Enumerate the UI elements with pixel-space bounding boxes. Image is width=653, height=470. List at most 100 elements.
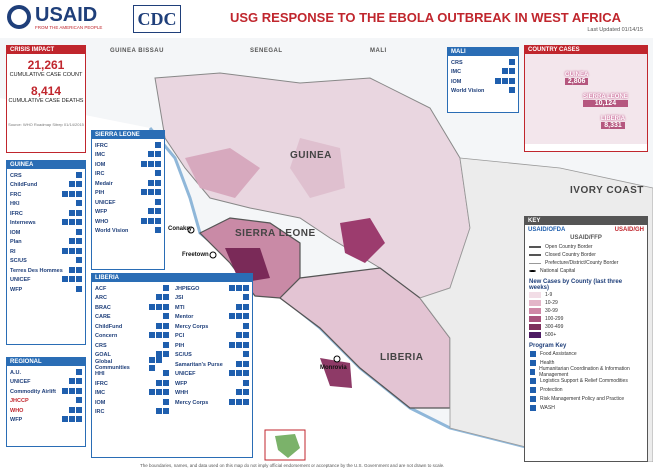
partner-name: Mercy Corps — [175, 399, 209, 406]
partner-list: A.U. UNICEF Commodity Airlift JHCCP WHO WFP — [7, 366, 85, 427]
program-icon — [236, 389, 242, 396]
panel-title: COUNTRY CASES — [525, 46, 647, 54]
partner-panel: SIERRA LEONE IFRC IMC IOM IRC Medair PIH UNICEF… — [91, 130, 165, 270]
partner-name: ChildFund — [10, 182, 38, 189]
class-key: 500+ — [529, 331, 643, 339]
partner-row: ACF — [95, 284, 169, 294]
program-icon — [148, 208, 154, 215]
program-icons — [147, 208, 161, 216]
country-label: SENEGAL — [250, 48, 283, 54]
program-icon — [155, 141, 161, 148]
partner-row: CARE — [95, 313, 169, 323]
program-icon — [530, 395, 536, 402]
partner-row: World Vision — [451, 87, 515, 97]
program-icon — [76, 276, 82, 283]
program-icon — [69, 219, 75, 226]
program-icons — [154, 170, 161, 178]
program-icon — [163, 332, 169, 339]
partner-name: RI — [10, 248, 16, 255]
program-icons — [75, 368, 82, 377]
partner-name: IOM — [95, 399, 106, 406]
program-icon — [163, 408, 169, 415]
title: USG RESPONSE TO THE EBOLA OUTBREAK IN WE… — [230, 10, 621, 25]
program-icon — [243, 379, 249, 386]
program-icon — [69, 416, 75, 423]
border-key: National Capital — [529, 267, 643, 275]
program-icon — [149, 364, 156, 371]
partner-row: IOM — [10, 228, 82, 238]
program-icons — [140, 189, 161, 197]
program-icon — [148, 189, 154, 196]
program-icon — [62, 190, 68, 197]
program-key: Protection — [529, 385, 643, 394]
partner-name: IOM — [10, 229, 21, 236]
partner-name: JHCCP — [10, 398, 29, 405]
partner-name: PIH — [175, 342, 185, 349]
partner-row: IFRC — [95, 141, 161, 151]
partner-name: IFRC — [10, 210, 23, 217]
program-icon — [243, 398, 249, 405]
program-icon — [76, 181, 82, 188]
partner-name: WFP — [10, 286, 23, 293]
partner-row: Samaritan's Purse — [175, 360, 249, 370]
program-icons — [228, 370, 249, 378]
partner-row: A.U. — [10, 368, 82, 378]
program-icon — [530, 404, 536, 411]
program-icon — [163, 341, 169, 348]
key-ffp: USAID/FFP — [570, 235, 602, 241]
partner-name: WFP — [175, 380, 188, 387]
program-icons — [61, 247, 82, 256]
partner-row: PCI — [175, 332, 249, 342]
class-swatch — [529, 324, 541, 330]
program-key: Food Assistance — [529, 349, 643, 358]
program-icons — [228, 341, 249, 350]
partner-name: World Vision — [95, 228, 129, 235]
partner-name: Mercy Corps — [175, 323, 209, 330]
program-icons — [235, 303, 249, 312]
partner-row: CRS — [10, 171, 82, 181]
partner-panel: LIBERIA ACF ARC BRAC CARE ChildFund Concern CRS… — [91, 273, 253, 458]
partner-row: IOM — [95, 160, 161, 170]
border-label: National Capital — [540, 268, 576, 274]
program-label: Risk Management Policy and Practice — [540, 395, 625, 402]
program-icon — [76, 238, 82, 245]
program-icon — [76, 247, 82, 254]
partner-row: HHI — [95, 370, 169, 380]
program-icons — [162, 370, 169, 378]
program-icons — [140, 217, 161, 226]
program-icon — [509, 58, 515, 65]
program-icons — [75, 397, 82, 405]
program-icons — [68, 181, 82, 189]
border-key: Open Country Border — [529, 243, 643, 251]
cdc-logo: CDC — [133, 5, 181, 33]
program-icon — [76, 266, 82, 273]
program-icon — [509, 68, 515, 75]
class-key: 100-299 — [529, 315, 643, 323]
country-label: LIBERIA — [380, 352, 424, 363]
program-icon — [155, 227, 161, 234]
partner-name: UNICEF — [10, 379, 31, 386]
program-icon — [229, 398, 235, 405]
program-icons — [148, 303, 169, 312]
partner-row: IMC — [451, 68, 515, 78]
partner-name: SC/US — [10, 258, 27, 265]
program-icon — [76, 257, 82, 264]
partner-row: IOM — [451, 77, 515, 87]
partner-row: UNICEF — [10, 276, 82, 286]
partner-row: Concern — [95, 332, 169, 342]
partner-row: PIH — [175, 341, 249, 351]
class-key: 300-499 — [529, 323, 643, 331]
program-icons — [242, 351, 249, 359]
program-icons — [155, 322, 169, 331]
program-icon — [236, 360, 242, 367]
program-icons — [68, 378, 82, 386]
program-label: Food Assistance — [540, 350, 577, 357]
border-label: Prefecture/District/County Border — [545, 260, 619, 266]
program-icons — [494, 77, 515, 86]
program-icon — [163, 303, 169, 310]
case-count: 8,331 — [601, 122, 625, 129]
program-icon — [530, 359, 536, 366]
program-icon — [155, 160, 161, 167]
partner-name: GOAL — [95, 352, 111, 359]
program-icons — [508, 87, 515, 95]
